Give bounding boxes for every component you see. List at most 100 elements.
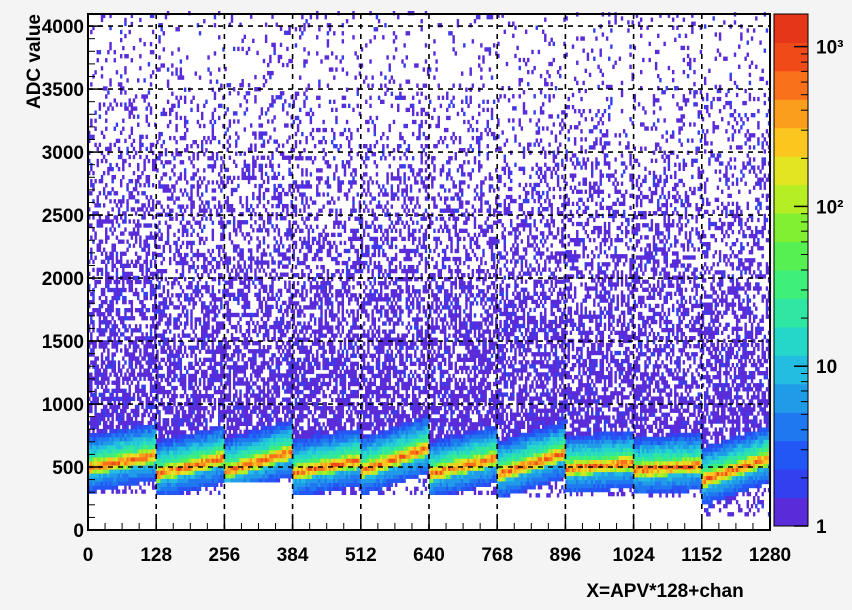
heatmap-cell [183, 321, 187, 326]
heatmap-cell [158, 385, 161, 391]
heatmap-cell [226, 474, 229, 479]
heatmap-cell [220, 301, 223, 306]
heatmap-cell [154, 231, 157, 236]
heatmap-cell [94, 416, 97, 422]
heatmap-cell [151, 150, 155, 156]
heatmap-cell [260, 433, 264, 439]
heatmap-cell [105, 408, 108, 414]
heatmap-cell [260, 175, 264, 181]
heatmap-cell [151, 428, 155, 434]
heatmap-cell [105, 118, 108, 123]
heatmap-cell [126, 420, 129, 426]
heatmap-cell [288, 449, 291, 455]
heatmap-cell [196, 470, 200, 475]
heatmap-cell [126, 247, 129, 252]
heatmap-cell [198, 75, 202, 80]
heatmap-cell [196, 252, 200, 258]
heatmap-cell [262, 401, 266, 406]
heatmap-cell [284, 381, 287, 386]
heatmap-cell [194, 470, 197, 475]
heatmap-cell [200, 148, 204, 153]
heatmap-cell [194, 139, 197, 145]
heatmap-cell [147, 420, 151, 426]
heatmap-cell [258, 369, 261, 374]
heatmap-cell [192, 204, 195, 209]
heatmap-cell [94, 424, 97, 430]
heatmap-cell [256, 349, 259, 354]
heatmap-cell [177, 281, 180, 286]
heatmap-cell [162, 393, 166, 399]
heatmap-cell [102, 320, 106, 325]
heatmap-cell [271, 284, 274, 289]
heatmap-cell [211, 349, 215, 354]
heatmap-cell [130, 433, 134, 438]
heatmap-cell [186, 144, 189, 149]
heatmap-cell [235, 474, 238, 479]
heatmap-cell [262, 236, 266, 241]
heatmap-cell [267, 425, 270, 431]
heatmap-cell [213, 482, 217, 487]
heatmap-cell [96, 396, 99, 402]
heatmap-cell [288, 135, 291, 140]
heatmap-cell [271, 203, 274, 209]
heatmap-cell [262, 385, 266, 390]
heatmap-cell [220, 180, 223, 185]
heatmap-cell [98, 372, 102, 377]
heatmap-cell [115, 291, 119, 297]
heatmap-cell [228, 466, 232, 471]
heatmap-cell [143, 247, 146, 252]
heatmap-cell [109, 328, 112, 333]
heatmap-cell [228, 405, 232, 410]
heatmap-cell [183, 373, 187, 379]
heatmap-cell [168, 454, 172, 459]
heatmap-cell [279, 304, 283, 310]
heatmap-cell [181, 240, 185, 246]
heatmap-cell [256, 228, 259, 233]
heatmap-cell [279, 260, 283, 265]
heatmap-cell [213, 313, 217, 318]
heatmap-cell [262, 421, 266, 426]
heatmap-cell [158, 410, 161, 415]
heatmap-cell [179, 418, 183, 423]
heatmap-cell [258, 457, 261, 463]
heatmap-cell [256, 405, 259, 410]
heatmap-cell [111, 437, 114, 442]
heatmap-cell [192, 139, 195, 145]
heatmap-cell [181, 414, 185, 419]
heatmap-cell [113, 445, 117, 450]
heatmap-cell [100, 400, 104, 406]
heatmap-cell [192, 450, 195, 455]
heatmap-cell [130, 207, 134, 212]
heatmap-cell [186, 470, 189, 475]
heatmap-cell [271, 288, 274, 293]
heatmap-cell [192, 289, 195, 294]
heatmap-cell [171, 418, 174, 423]
heatmap-cell [119, 416, 123, 422]
heatmap-cell [94, 461, 97, 466]
heatmap-cell [288, 324, 291, 330]
heatmap-cell [275, 316, 278, 322]
heatmap-cell [252, 445, 255, 451]
heatmap-cell [139, 324, 142, 329]
heatmap-cell [228, 208, 232, 213]
heatmap-cell [224, 280, 227, 285]
heatmap-cell [203, 337, 206, 342]
heatmap-cell [192, 152, 195, 157]
heatmap-cell [137, 380, 140, 385]
heatmap-cell [168, 490, 172, 496]
heatmap-cell [119, 473, 123, 478]
heatmap-cell [105, 368, 108, 373]
heatmap-cell [134, 420, 138, 426]
heatmap-cell [115, 489, 119, 494]
heatmap-cell [175, 349, 178, 354]
heatmap-cell [122, 231, 125, 236]
heatmap-cell [137, 404, 140, 410]
heatmap-cell [109, 392, 112, 398]
heatmap-cell [207, 333, 210, 338]
heatmap-cell [237, 441, 240, 447]
heatmap-cell [168, 482, 172, 487]
heatmap-cell [98, 239, 102, 244]
heatmap-cell [177, 305, 180, 310]
heatmap-cell [158, 442, 161, 447]
heatmap-cell [254, 292, 257, 297]
